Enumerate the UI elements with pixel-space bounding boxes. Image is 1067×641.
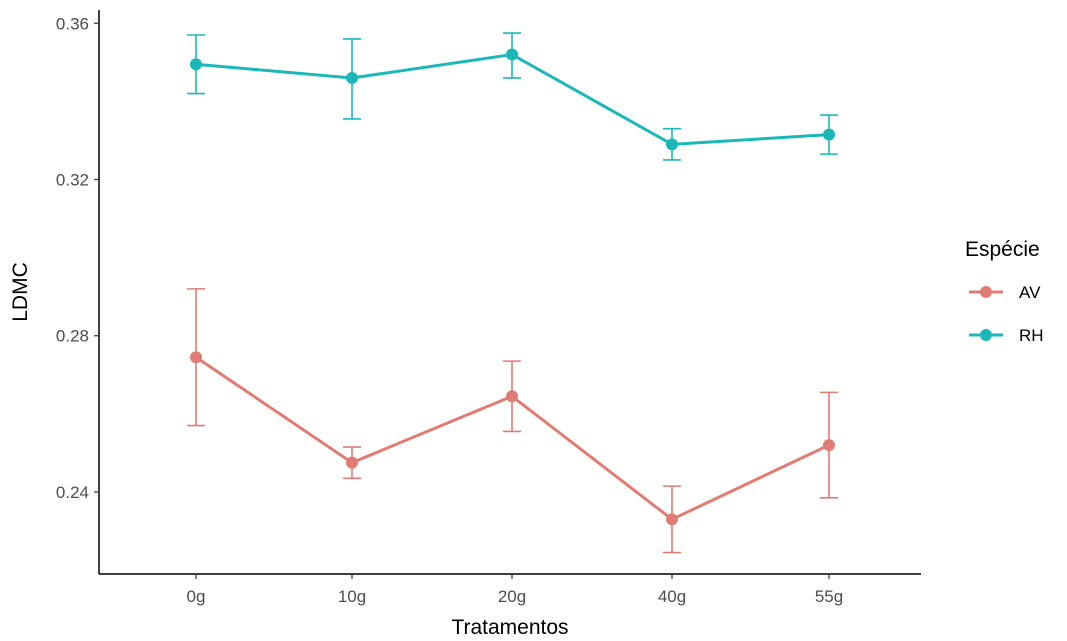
data-point-av xyxy=(823,439,835,452)
x-tick-label: 40g xyxy=(658,587,686,606)
legend-title: Espécie xyxy=(965,238,1040,261)
x-tick-label: 10g xyxy=(338,587,366,606)
data-point-av xyxy=(190,351,202,364)
legend-key-rh xyxy=(969,329,1003,341)
series-layer xyxy=(187,32,838,554)
y-tick-label: 0.32 xyxy=(56,171,89,190)
data-point-rh xyxy=(823,128,835,141)
x-axis-title: Tratamentos xyxy=(451,616,568,639)
data-point-rh xyxy=(190,58,202,71)
legend-label-rh: RH xyxy=(1019,326,1044,345)
x-tick-label: 0g xyxy=(187,587,206,606)
y-tick-label: 0.24 xyxy=(56,483,89,502)
ticks-layer: 0.24 0.28 0.32 0.36 0g 10g 20g 40g 55g xyxy=(56,14,843,606)
y-tick-label: 0.36 xyxy=(56,14,89,33)
y-axis-title: LDMC xyxy=(9,262,32,322)
series-rh xyxy=(187,32,838,161)
data-point-rh xyxy=(346,71,358,84)
y-tick-label: 0.28 xyxy=(56,327,89,346)
legend-key-av xyxy=(969,286,1003,298)
legend: Espécie AV RH xyxy=(965,238,1044,345)
data-point-rh xyxy=(506,48,518,61)
data-point-av xyxy=(666,513,678,526)
data-point-av xyxy=(506,390,518,403)
data-point-av xyxy=(346,456,358,469)
x-tick-label: 20g xyxy=(498,587,526,606)
legend-label-av: AV xyxy=(1019,283,1041,302)
x-tick-label: 55g xyxy=(815,587,843,606)
axes-layer xyxy=(98,10,921,575)
data-point-rh xyxy=(666,138,678,151)
series-av xyxy=(187,288,838,554)
